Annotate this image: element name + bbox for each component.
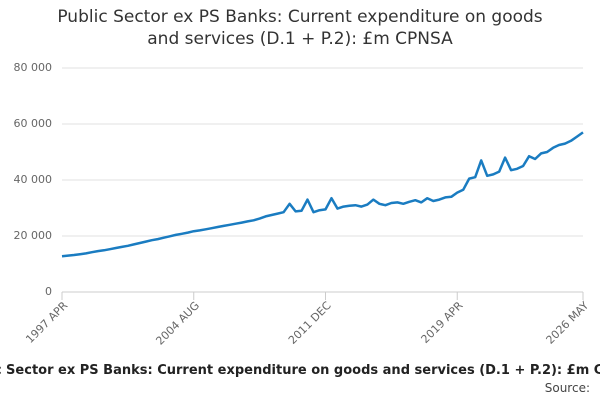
x-tick-label: 2004 AUG [153,299,202,348]
x-tick-label: 2011 DEC [286,299,334,347]
source: Source: [544,381,590,395]
x-tick-label: 2026 MAY [544,299,592,347]
caption: Public Sector ex PS Banks: Current expen… [0,363,600,378]
chart-title: Public Sector ex PS Banks: Current expen… [57,7,543,49]
y-tick-label: 0 [45,285,52,298]
x-tick-label: 1997 APR [23,299,70,346]
series-line [61,131,584,258]
y-tick-label: 80 000 [14,61,53,74]
y-tick-label: 60 000 [14,117,53,130]
x-tick-label: 2019 APR [419,299,466,346]
y-tick-label: 40 000 [14,173,53,186]
y-tick-label: 20 000 [14,229,53,242]
